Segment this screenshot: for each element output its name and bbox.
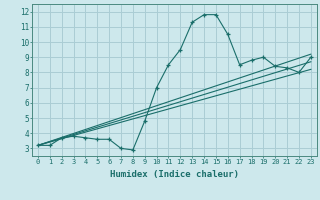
X-axis label: Humidex (Indice chaleur): Humidex (Indice chaleur) <box>110 170 239 179</box>
